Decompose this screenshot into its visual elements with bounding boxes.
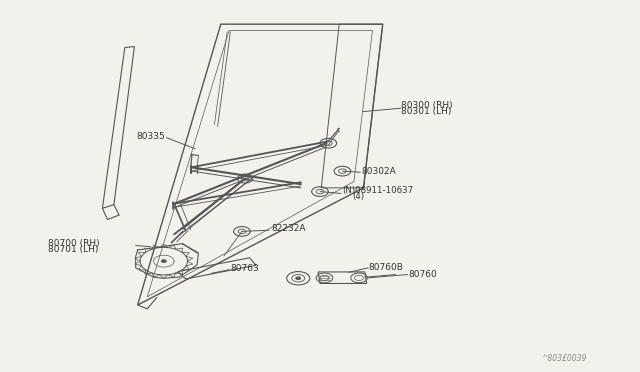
Text: 80701 (LH): 80701 (LH) xyxy=(48,246,99,254)
Text: (N)08911-10637: (N)08911-10637 xyxy=(342,186,413,195)
Text: 80302A: 80302A xyxy=(362,167,396,176)
Text: ^803£0039: ^803£0039 xyxy=(541,355,586,363)
Circle shape xyxy=(161,260,166,263)
Text: 80763: 80763 xyxy=(230,264,259,273)
Text: 80301 (LH): 80301 (LH) xyxy=(401,107,452,116)
Text: 82232A: 82232A xyxy=(271,224,306,232)
Circle shape xyxy=(296,277,301,280)
Text: 80700 (RH): 80700 (RH) xyxy=(48,239,100,248)
Text: (4): (4) xyxy=(353,192,365,201)
Text: 80760B: 80760B xyxy=(369,263,403,272)
Text: 80335: 80335 xyxy=(136,132,165,141)
Text: 80300 (RH): 80300 (RH) xyxy=(401,101,453,110)
Text: 80760: 80760 xyxy=(408,270,437,279)
